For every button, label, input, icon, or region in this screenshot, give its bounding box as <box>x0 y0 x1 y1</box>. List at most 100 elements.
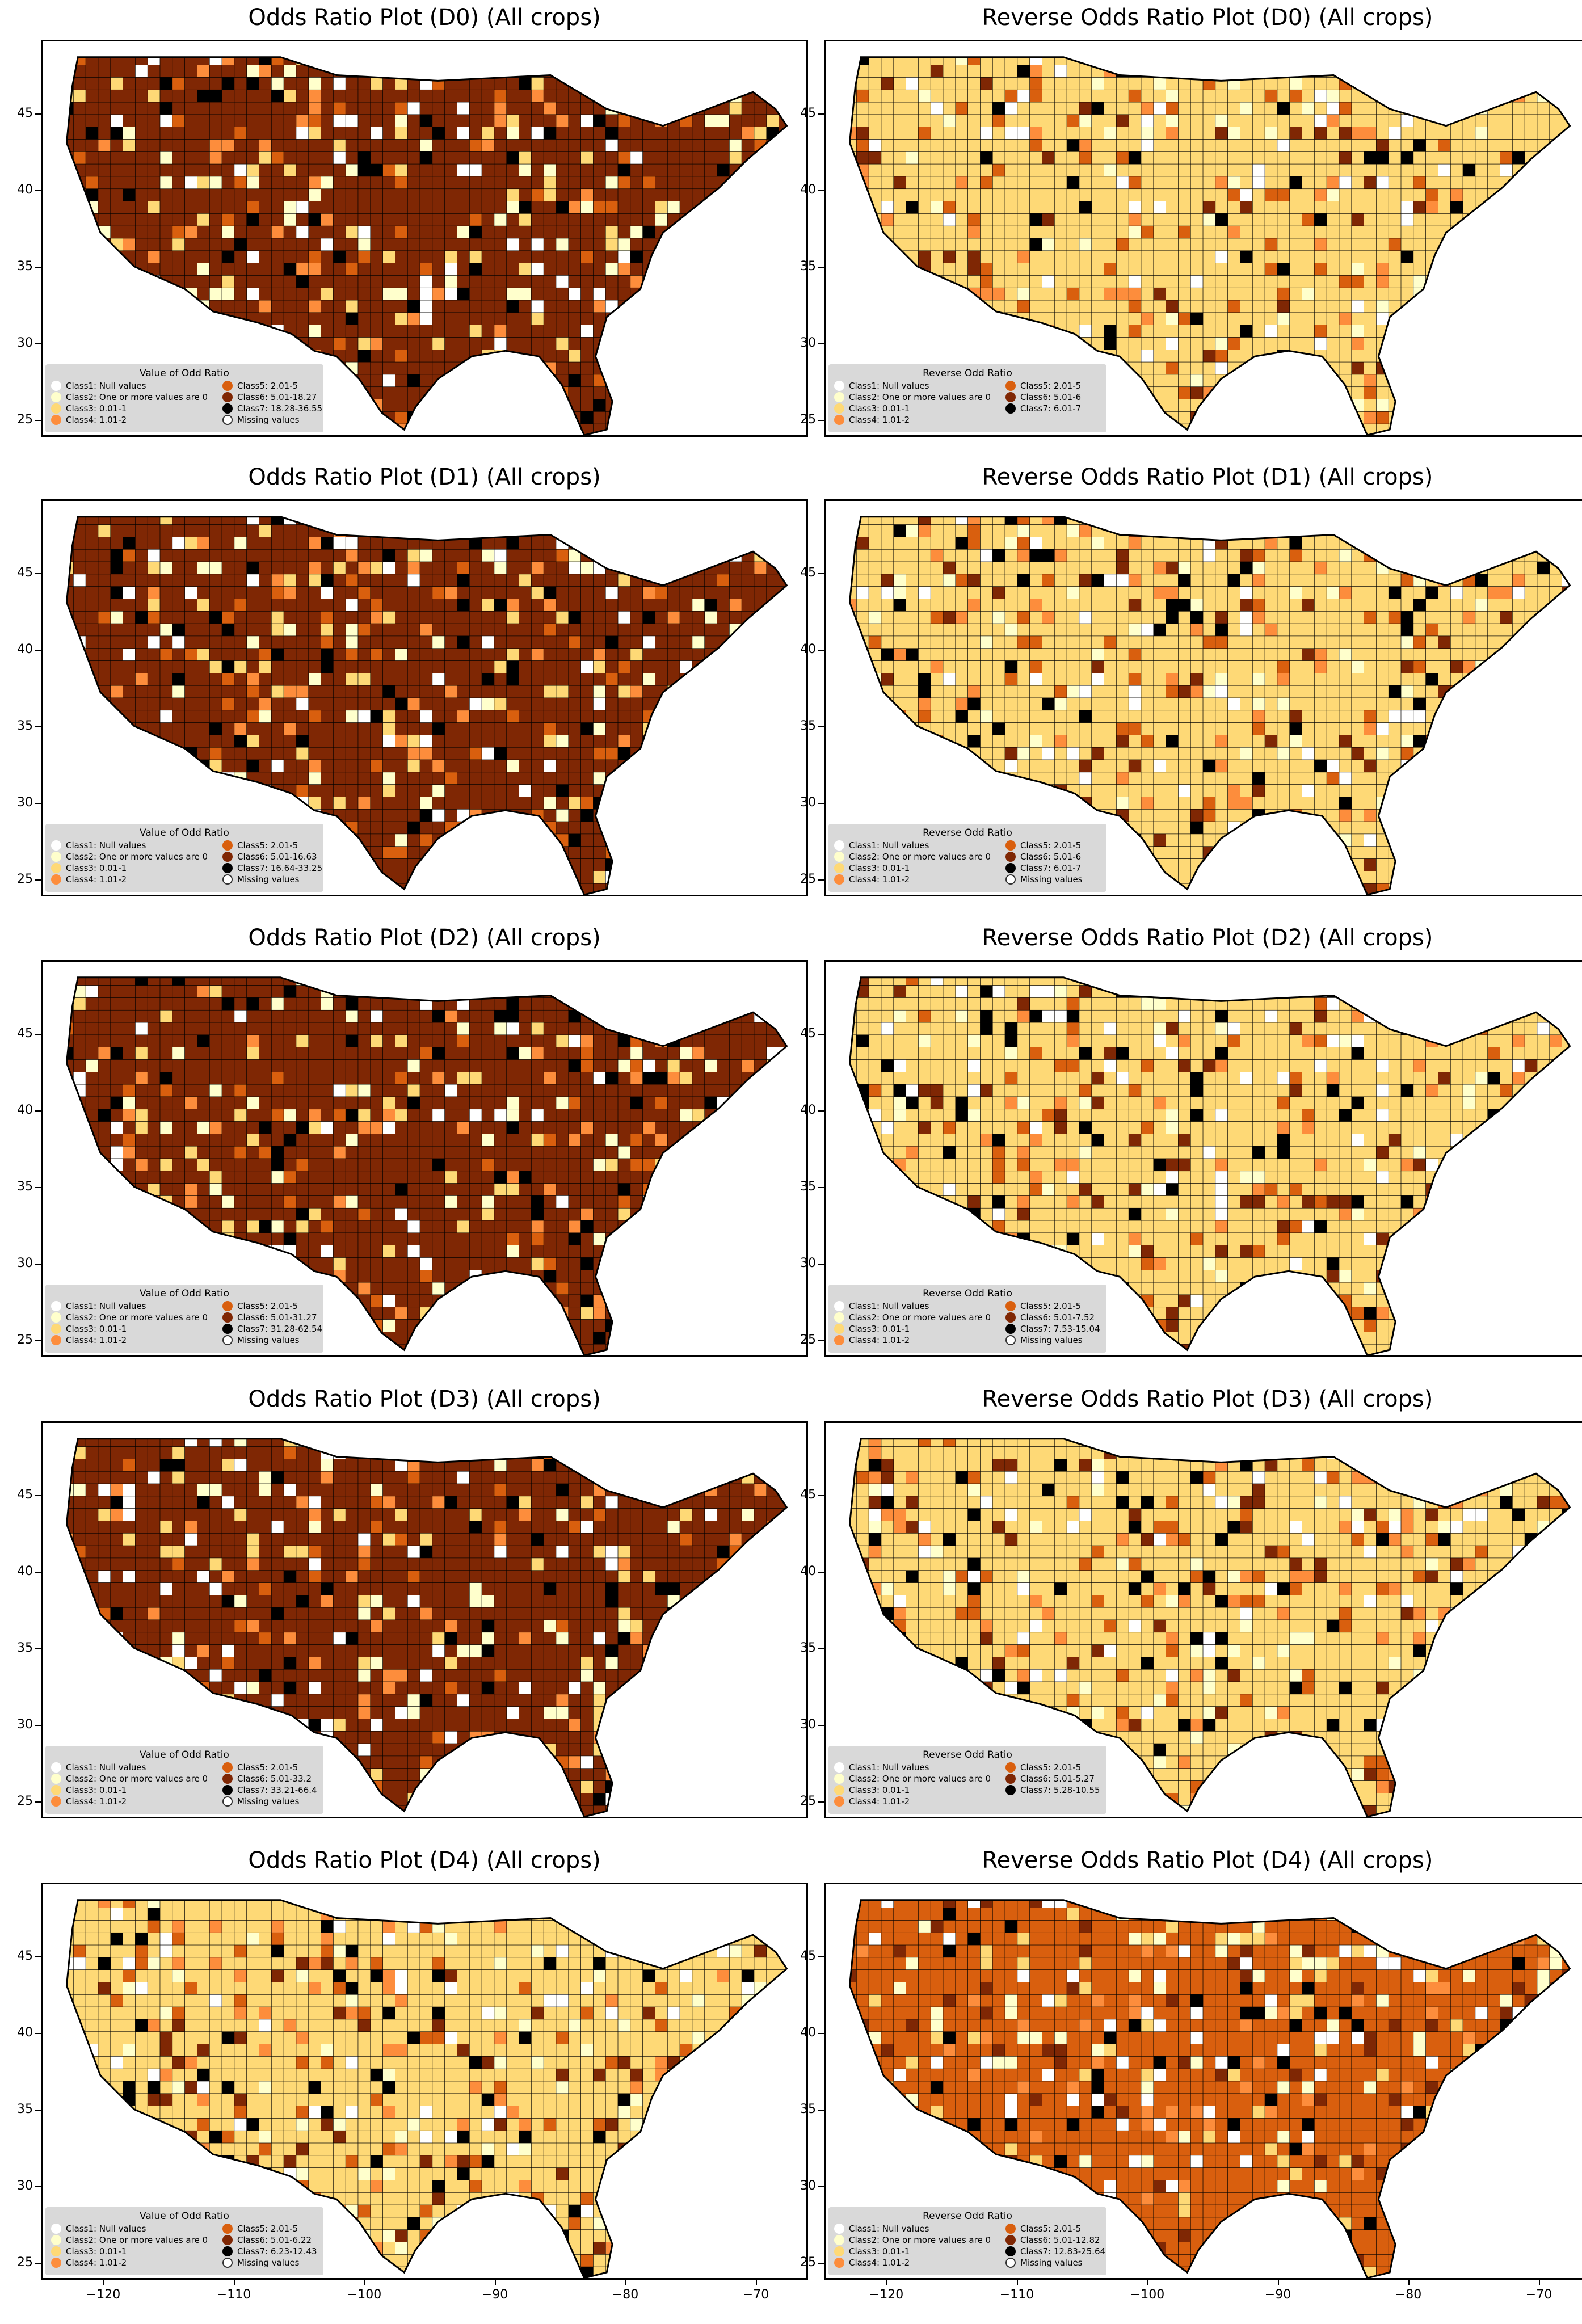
county-cell <box>1549 225 1562 239</box>
county-cell <box>519 374 532 388</box>
county-cell <box>481 697 495 711</box>
county-cell <box>271 586 284 599</box>
county-cell <box>1190 114 1204 127</box>
county-cell <box>271 574 284 587</box>
county-cell <box>1104 312 1117 325</box>
county-cell <box>556 176 569 190</box>
county-cell <box>1215 176 1228 190</box>
county-cell <box>444 89 457 103</box>
county-cell <box>1079 102 1092 115</box>
county-cell <box>1066 127 1080 140</box>
county-cell <box>519 139 532 152</box>
county-cell <box>1240 312 1253 325</box>
county-cell <box>617 411 631 424</box>
county-cell <box>283 263 297 276</box>
county-cell <box>123 238 136 251</box>
county-cell <box>967 337 981 350</box>
county-cell <box>1549 89 1562 103</box>
county-cell <box>135 710 148 723</box>
county-cell <box>580 611 594 624</box>
county-cell <box>630 660 643 673</box>
county-cell <box>333 163 346 177</box>
county-cell <box>1091 188 1104 201</box>
county-cell <box>1326 250 1340 263</box>
county-cell <box>407 516 420 525</box>
county-cell <box>930 127 944 140</box>
county-cell <box>605 127 619 140</box>
county-cell <box>1302 337 1315 350</box>
county-cell <box>980 275 993 288</box>
county-cell <box>432 537 445 550</box>
county-cell <box>419 722 433 735</box>
county-cell <box>679 648 693 661</box>
county-cell <box>1240 300 1253 313</box>
county-cell <box>1537 399 1550 412</box>
county-cell <box>1066 250 1080 263</box>
county-cell <box>407 524 420 537</box>
county-cell <box>370 549 383 562</box>
county-cell <box>159 574 173 587</box>
county-cell <box>259 77 272 90</box>
county-cell <box>1512 225 1525 239</box>
county-cell <box>1029 263 1042 276</box>
county-cell <box>1487 411 1500 424</box>
county-cell <box>184 225 197 239</box>
county-cell <box>531 561 544 575</box>
county-cell <box>308 188 321 201</box>
county-cell <box>1104 114 1117 127</box>
county-cell <box>1512 361 1525 375</box>
county-cell <box>1004 114 1018 127</box>
county-cell <box>1240 57 1253 65</box>
county-cell <box>1562 423 1570 435</box>
county-cell <box>679 350 693 363</box>
county-cell <box>1549 213 1562 226</box>
county-cell <box>357 350 371 363</box>
county-cell <box>209 685 222 698</box>
county-cell <box>881 312 894 325</box>
county-cell <box>531 549 544 562</box>
county-cell <box>868 163 882 177</box>
county-cell <box>506 549 519 562</box>
county-cell <box>370 225 383 239</box>
county-cell <box>1425 213 1438 226</box>
county-cell <box>283 225 297 239</box>
county-cell <box>1400 250 1414 263</box>
county-cell <box>209 350 222 363</box>
county-cell <box>642 139 655 152</box>
county-cell <box>457 623 470 637</box>
county-cell <box>382 735 395 748</box>
county-cell <box>1326 176 1340 190</box>
county-cell <box>943 238 956 251</box>
county-cell <box>580 411 594 424</box>
county-cell <box>531 374 544 388</box>
county-cell <box>357 287 371 301</box>
county-cell <box>1425 151 1438 165</box>
county-cell <box>432 127 445 140</box>
county-cell <box>259 263 272 276</box>
county-cell <box>73 114 86 127</box>
county-cell <box>519 350 532 363</box>
county-cell <box>370 673 383 686</box>
county-cell <box>432 102 445 115</box>
county-cell <box>1240 275 1253 288</box>
county-cell <box>296 151 309 165</box>
county-cell <box>642 537 655 550</box>
county-cell <box>1128 176 1142 190</box>
county-cell <box>1314 225 1327 239</box>
county-cell <box>580 225 594 239</box>
county-cell <box>432 163 445 177</box>
county-cell <box>729 611 742 624</box>
county-cell <box>1104 176 1117 190</box>
county-cell <box>395 188 408 201</box>
county-cell <box>1512 151 1525 165</box>
county-cell <box>259 127 272 140</box>
county-cell <box>1562 238 1570 251</box>
county-cell <box>1487 213 1500 226</box>
county-cell <box>630 350 643 363</box>
county-cell <box>321 188 334 201</box>
county-cell <box>1004 57 1018 65</box>
county-cell <box>333 102 346 115</box>
county-cell <box>1178 325 1191 338</box>
county-cell <box>617 275 631 288</box>
county-cell <box>147 524 161 537</box>
